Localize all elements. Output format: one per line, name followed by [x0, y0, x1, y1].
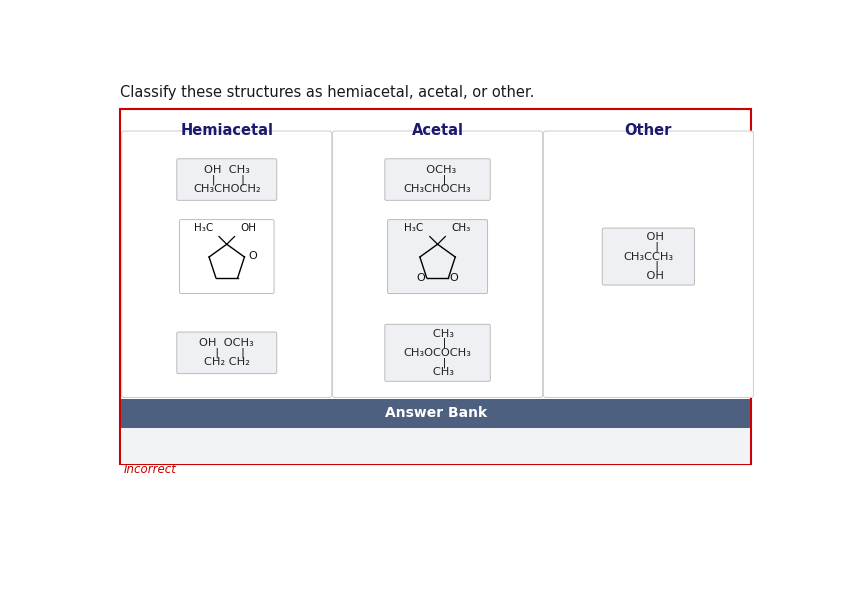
Text: OH  OCH₃: OH OCH₃	[200, 338, 254, 348]
Text: OCH₃: OCH₃	[419, 165, 456, 175]
FancyBboxPatch shape	[603, 228, 694, 285]
FancyBboxPatch shape	[179, 219, 274, 294]
Text: H₃C: H₃C	[194, 224, 212, 233]
Text: |      |: | |	[208, 347, 246, 358]
FancyBboxPatch shape	[121, 428, 751, 463]
FancyBboxPatch shape	[385, 324, 490, 382]
Text: |: |	[638, 242, 660, 252]
Text: CH₂ CH₂: CH₂ CH₂	[204, 358, 250, 367]
Text: |: |	[428, 357, 447, 368]
Text: OH: OH	[632, 232, 665, 242]
Text: Answer Bank: Answer Bank	[384, 406, 487, 420]
FancyBboxPatch shape	[177, 332, 277, 374]
Text: |: |	[428, 338, 447, 349]
Text: O: O	[248, 251, 257, 261]
Text: Hemiacetal: Hemiacetal	[180, 123, 273, 138]
Text: Classify these structures as hemiacetal, acetal, or other.: Classify these structures as hemiacetal,…	[120, 85, 535, 100]
FancyBboxPatch shape	[122, 131, 332, 398]
Text: CH₃OCOCH₃: CH₃OCOCH₃	[404, 348, 472, 358]
Text: CH₃CCH₃: CH₃CCH₃	[623, 252, 673, 261]
Text: Incorrect: Incorrect	[123, 463, 176, 475]
Text: Other: Other	[625, 123, 672, 138]
Text: CH₃CHOCH₃: CH₃CHOCH₃	[404, 184, 472, 194]
FancyBboxPatch shape	[121, 399, 751, 428]
FancyBboxPatch shape	[332, 131, 542, 398]
Text: OH: OH	[632, 271, 665, 281]
Text: OH: OH	[241, 224, 257, 233]
Text: H₃C: H₃C	[405, 224, 423, 233]
Text: |: |	[428, 174, 447, 185]
Text: CH₃: CH₃	[422, 367, 454, 377]
Text: OH  CH₃: OH CH₃	[204, 165, 250, 175]
Text: Acetal: Acetal	[411, 123, 463, 138]
Text: O: O	[416, 273, 426, 283]
FancyBboxPatch shape	[385, 159, 490, 200]
Text: |       |: | |	[208, 174, 246, 185]
Text: CH₃: CH₃	[422, 328, 454, 338]
FancyBboxPatch shape	[120, 109, 751, 465]
Text: O: O	[450, 273, 458, 283]
Text: CH₃: CH₃	[451, 224, 471, 233]
FancyBboxPatch shape	[543, 131, 753, 398]
Text: CH₃CHOCH₂: CH₃CHOCH₂	[193, 184, 261, 194]
FancyBboxPatch shape	[177, 159, 277, 200]
FancyBboxPatch shape	[388, 219, 488, 294]
Text: |: |	[638, 261, 660, 271]
